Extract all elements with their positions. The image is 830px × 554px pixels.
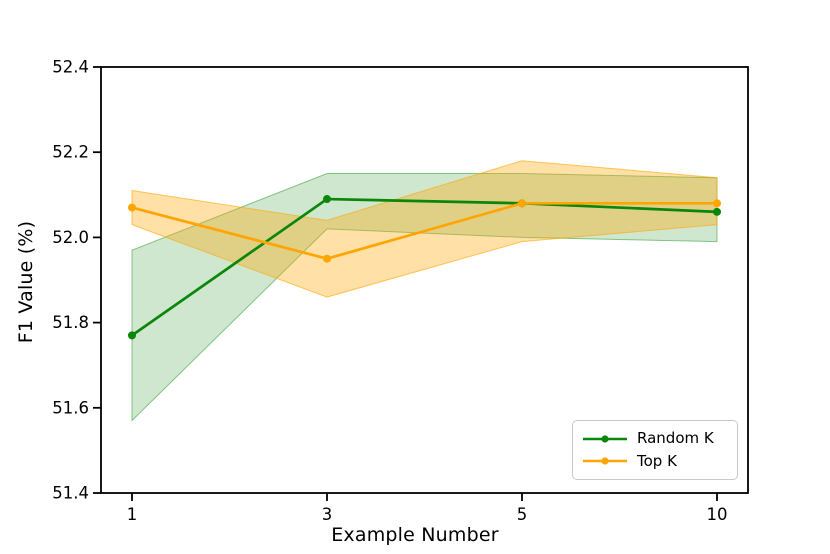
axes-spines [100,66,749,494]
x-tick-label: 10 [707,505,728,524]
x-axis-label: Example Number [331,524,499,546]
y-tick-label: 51.6 [52,398,89,417]
y-tick-label: 51.8 [52,313,89,332]
legend-line-icon-top-k [583,457,627,465]
x-tick-label: 3 [322,505,333,524]
data-point-top-k-x10 [713,199,721,208]
legend-line-icon-random-k [583,435,627,443]
data-point-top-k-x1 [128,203,136,212]
y-tick-label: 52.0 [52,228,89,247]
series-line-random-k [130,197,719,337]
y-tick-label: 52.4 [52,58,89,77]
legend-label-random-k: Random K [637,429,714,448]
data-point-random-k-x3 [323,195,331,204]
data-point-random-k-x1 [128,331,136,340]
data-point-random-k-x10 [713,207,721,216]
data-point-top-k-x3 [323,254,331,263]
legend-label-top-k: Top K [637,451,677,470]
confidence-band-random-k [131,173,718,422]
legend-item-random-k: Random K [582,431,729,446]
y-axis-label: F1 Value (%) [15,220,37,344]
data-point-top-k-x5 [518,199,526,208]
series-line-top-k [130,201,719,261]
y-tick-label: 51.4 [52,484,89,503]
y-tick-label: 52.2 [52,143,89,162]
legend-item-top-k: Top K [582,451,729,470]
x-tick-label: 1 [127,505,138,524]
x-tick-label: 5 [517,505,528,524]
legend: Random K Top K [572,420,738,480]
